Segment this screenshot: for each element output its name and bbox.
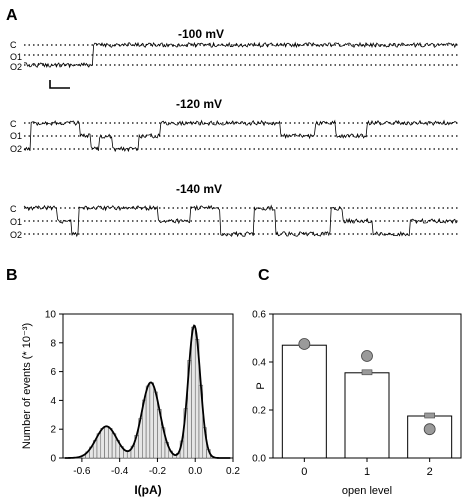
- y-tick-label: 10: [45, 310, 57, 321]
- level-label-o1: O1: [10, 52, 22, 62]
- histogram-bars: [74, 326, 215, 459]
- trace-group-2: -120 mV C O1 O2: [10, 97, 458, 154]
- level-label-c: C: [10, 204, 17, 214]
- probability-y-ticks: 0.0 0.2 0.4 0.6: [252, 310, 273, 465]
- probability-bar: [344, 372, 390, 459]
- trace-1-level-labels: C O1 O2: [10, 40, 22, 72]
- panel-b-label: B: [6, 267, 18, 284]
- histogram-y-ticks: 0 2 4 6 8 10: [45, 310, 63, 465]
- y-tick-label: 2: [50, 425, 56, 436]
- panel-c-label: C: [258, 267, 270, 284]
- x-tick-label: 2: [427, 466, 433, 478]
- level-label-o2: O2: [10, 62, 22, 72]
- probability-bars: [281, 341, 453, 459]
- histogram-x-ticks: -0.6 -0.4 -0.2 0.0 0.2: [73, 458, 240, 477]
- probability-y-axis-label: P: [255, 382, 267, 389]
- probability-x-ticks: 0 1 2: [301, 458, 433, 478]
- level-label-o1: O1: [10, 217, 22, 227]
- histogram-bar: [149, 382, 154, 459]
- current-trace: [23, 41, 458, 69]
- x-tick-label: 1: [364, 466, 370, 478]
- x-tick-label: 0.2: [226, 466, 240, 477]
- x-tick-label: -0.2: [149, 466, 167, 477]
- y-tick-label: 0.6: [252, 310, 266, 321]
- panel-a-label: A: [6, 7, 18, 24]
- histogram-bar: [145, 385, 151, 459]
- level-label-o2: O2: [10, 230, 22, 240]
- level-label-o2: O2: [10, 144, 22, 154]
- panel-c: C 0 1 2 0.0 0.2 0.4 0.6 open level P: [252, 267, 462, 497]
- trace-voltage-label: -140 mV: [176, 182, 222, 196]
- histogram-y-axis-label: Number of events (* 10⁻³): [21, 323, 33, 449]
- y-tick-label: 6: [50, 367, 56, 378]
- level-label-o1: O1: [10, 131, 22, 141]
- x-tick-label: -0.6: [73, 466, 91, 477]
- bar-value-marker: [361, 369, 373, 376]
- histogram-bar: [108, 428, 113, 459]
- probability-x-axis-label: open level: [342, 485, 392, 497]
- x-tick-label: -0.4: [111, 466, 129, 477]
- histogram-bar: [153, 391, 158, 459]
- y-tick-label: 0.4: [252, 358, 266, 369]
- histogram-x-axis-label: I(pA): [134, 483, 161, 497]
- probability-bar: [281, 344, 327, 459]
- gaussian-fit-curve: [64, 324, 231, 459]
- histogram-bar: [191, 326, 196, 459]
- y-tick-label: 4: [50, 396, 56, 407]
- x-tick-label: 0.0: [188, 466, 202, 477]
- x-tick-label: 0: [301, 466, 307, 478]
- scale-bar: [49, 80, 70, 89]
- trace-3-level-labels: C O1 O2: [10, 204, 22, 240]
- trace-group-3: -140 mV C O1 O2: [10, 182, 458, 240]
- bar-value-marker: [424, 412, 435, 419]
- probability-points: [298, 338, 436, 436]
- panel-a: A -100 mV C O1 O2 -120 mV C O1 O2: [6, 7, 458, 240]
- level-label-c: C: [10, 40, 17, 50]
- histogram-bar: [104, 426, 109, 459]
- probability-bar: [407, 415, 453, 459]
- trace-group-1: -100 mV C O1 O2: [10, 27, 458, 89]
- trace-voltage-label: -100 mV: [178, 27, 224, 41]
- histogram-bar: [100, 428, 105, 459]
- y-tick-label: 0.0: [252, 454, 266, 465]
- y-tick-label: 8: [50, 338, 56, 349]
- level-label-c: C: [10, 119, 17, 129]
- y-tick-label: 0: [50, 454, 56, 465]
- panel-b: B -0.6 -0.4 -0.2 0.0 0.2 0 2 4 6 8 10 I(pA) Numbe…: [6, 267, 240, 497]
- current-trace: [23, 119, 458, 153]
- probability-point: [361, 350, 373, 362]
- probability-point: [423, 423, 436, 436]
- current-trace: [23, 204, 458, 238]
- trace-2-level-labels: C O1 O2: [10, 119, 22, 154]
- probability-point: [298, 338, 311, 350]
- y-tick-label: 0.2: [252, 406, 266, 417]
- trace-voltage-label: -120 mV: [176, 97, 222, 111]
